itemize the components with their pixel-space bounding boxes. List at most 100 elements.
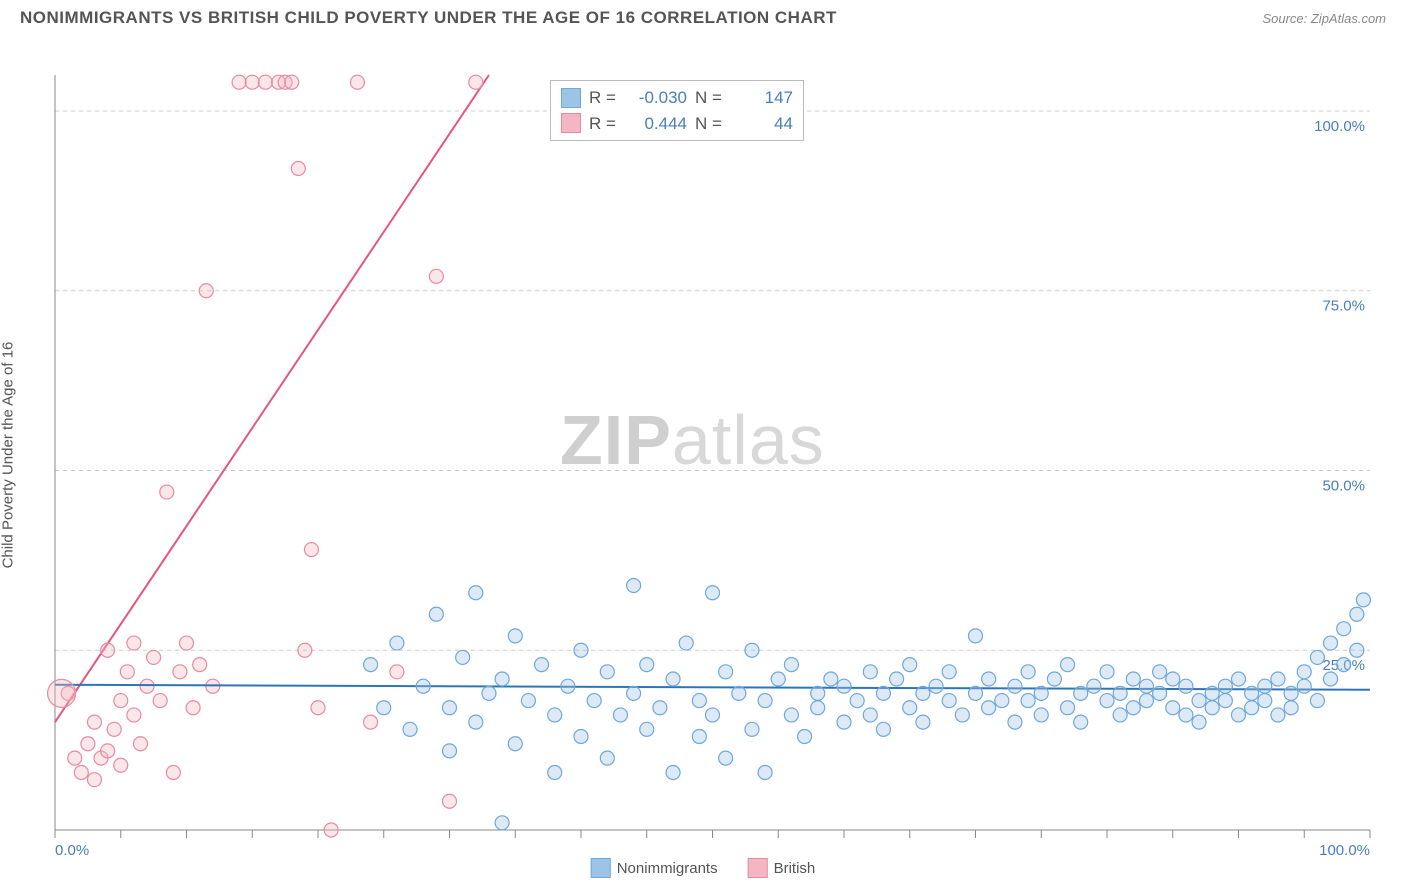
nonimmigrants-point — [811, 701, 825, 715]
nonimmigrants-point — [587, 694, 601, 708]
british-point — [160, 485, 174, 499]
nonimmigrants-point — [824, 672, 838, 686]
nonimmigrants-point — [548, 708, 562, 722]
nonimmigrants-point — [942, 694, 956, 708]
nonimmigrants-point — [916, 686, 930, 700]
nonimmigrants-point — [1100, 694, 1114, 708]
nonimmigrants-point — [403, 722, 417, 736]
nonimmigrants-point — [1284, 686, 1298, 700]
nonimmigrants-point — [653, 701, 667, 715]
nonimmigrants-point — [508, 629, 522, 643]
stat-r-label: R = — [589, 85, 619, 111]
nonimmigrants-point — [1113, 708, 1127, 722]
nonimmigrants-point — [508, 737, 522, 751]
nonimmigrants-point — [692, 730, 706, 744]
nonimmigrants-point — [1271, 672, 1285, 686]
nonimmigrants-point — [1205, 701, 1219, 715]
british-point — [48, 679, 76, 707]
nonimmigrants-point — [1232, 672, 1246, 686]
british-point — [107, 722, 121, 736]
nonimmigrants-point — [1218, 679, 1232, 693]
nonimmigrants-point — [600, 751, 614, 765]
british-point — [469, 75, 483, 89]
british-point — [87, 715, 101, 729]
nonimmigrants-point — [771, 672, 785, 686]
british-point — [364, 715, 378, 729]
nonimmigrants-point — [1074, 715, 1088, 729]
nonimmigrants-point — [929, 679, 943, 693]
british-point — [114, 694, 128, 708]
nonimmigrants-point — [1324, 636, 1338, 650]
stat-n-label: N = — [695, 85, 725, 111]
british-point — [166, 765, 180, 779]
nonimmigrants-point — [745, 722, 759, 736]
nonimmigrants-point — [482, 686, 496, 700]
nonimmigrants-point — [1232, 708, 1246, 722]
british-point — [186, 701, 200, 715]
nonimmigrants-point — [692, 694, 706, 708]
nonimmigrants-point — [876, 722, 890, 736]
nonimmigrants-point — [732, 686, 746, 700]
british-point — [443, 794, 457, 808]
nonimmigrants-point — [706, 708, 720, 722]
nonimmigrants-point — [1166, 672, 1180, 686]
nonimmigrants-point — [1139, 694, 1153, 708]
stat-r-value: -0.030 — [627, 85, 687, 111]
nonimmigrants-point — [1074, 686, 1088, 700]
svg-text:100.0%: 100.0% — [1314, 118, 1365, 135]
nonimmigrants-point — [1218, 694, 1232, 708]
nonimmigrants-point — [1297, 665, 1311, 679]
nonimmigrants-point — [666, 765, 680, 779]
nonimmigrants-point — [784, 708, 798, 722]
nonimmigrants-point — [535, 658, 549, 672]
nonimmigrants-point — [521, 694, 535, 708]
nonimmigrants-point — [640, 658, 654, 672]
nonimmigrants-point — [1310, 694, 1324, 708]
nonimmigrants-point — [1126, 701, 1140, 715]
nonimmigrants-point — [377, 701, 391, 715]
nonimmigrants-point — [443, 744, 457, 758]
legend-swatch-nonimmigrants — [591, 858, 611, 878]
nonimmigrants-point — [1034, 686, 1048, 700]
british-point — [68, 751, 82, 765]
british-point — [87, 773, 101, 787]
british-point — [199, 284, 213, 298]
nonimmigrants-point — [364, 658, 378, 672]
british-point — [147, 650, 161, 664]
nonimmigrants-point — [1047, 672, 1061, 686]
nonimmigrants-point — [758, 765, 772, 779]
british-point — [74, 765, 88, 779]
nonimmigrants-point — [837, 715, 851, 729]
british-point — [285, 75, 299, 89]
nonimmigrants-point — [495, 816, 509, 830]
british-point — [127, 636, 141, 650]
svg-text:50.0%: 50.0% — [1322, 477, 1365, 494]
nonimmigrants-point — [942, 665, 956, 679]
nonimmigrants-point — [811, 686, 825, 700]
nonimmigrants-point — [850, 694, 864, 708]
nonimmigrants-point — [627, 686, 641, 700]
british-point — [173, 665, 187, 679]
british-point — [101, 744, 115, 758]
nonimmigrants-point — [903, 701, 917, 715]
legend: Nonimmigrants British — [591, 858, 816, 878]
nonimmigrants-point — [1113, 686, 1127, 700]
nonimmigrants-point — [758, 694, 772, 708]
british-point — [245, 75, 259, 89]
british-point — [180, 636, 194, 650]
nonimmigrants-point — [1258, 694, 1272, 708]
british-point — [232, 75, 246, 89]
nonimmigrants-point — [469, 715, 483, 729]
nonimmigrants-point — [1297, 679, 1311, 693]
nonimmigrants-point — [969, 686, 983, 700]
stat-swatch — [561, 88, 581, 108]
nonimmigrants-point — [1021, 665, 1035, 679]
nonimmigrants-point — [1139, 679, 1153, 693]
nonimmigrants-point — [627, 579, 641, 593]
nonimmigrants-point — [1179, 708, 1193, 722]
stat-n-value: 44 — [733, 111, 793, 137]
nonimmigrants-point — [719, 665, 733, 679]
nonimmigrants-point — [1061, 701, 1075, 715]
nonimmigrants-point — [1153, 686, 1167, 700]
nonimmigrants-point — [1179, 679, 1193, 693]
